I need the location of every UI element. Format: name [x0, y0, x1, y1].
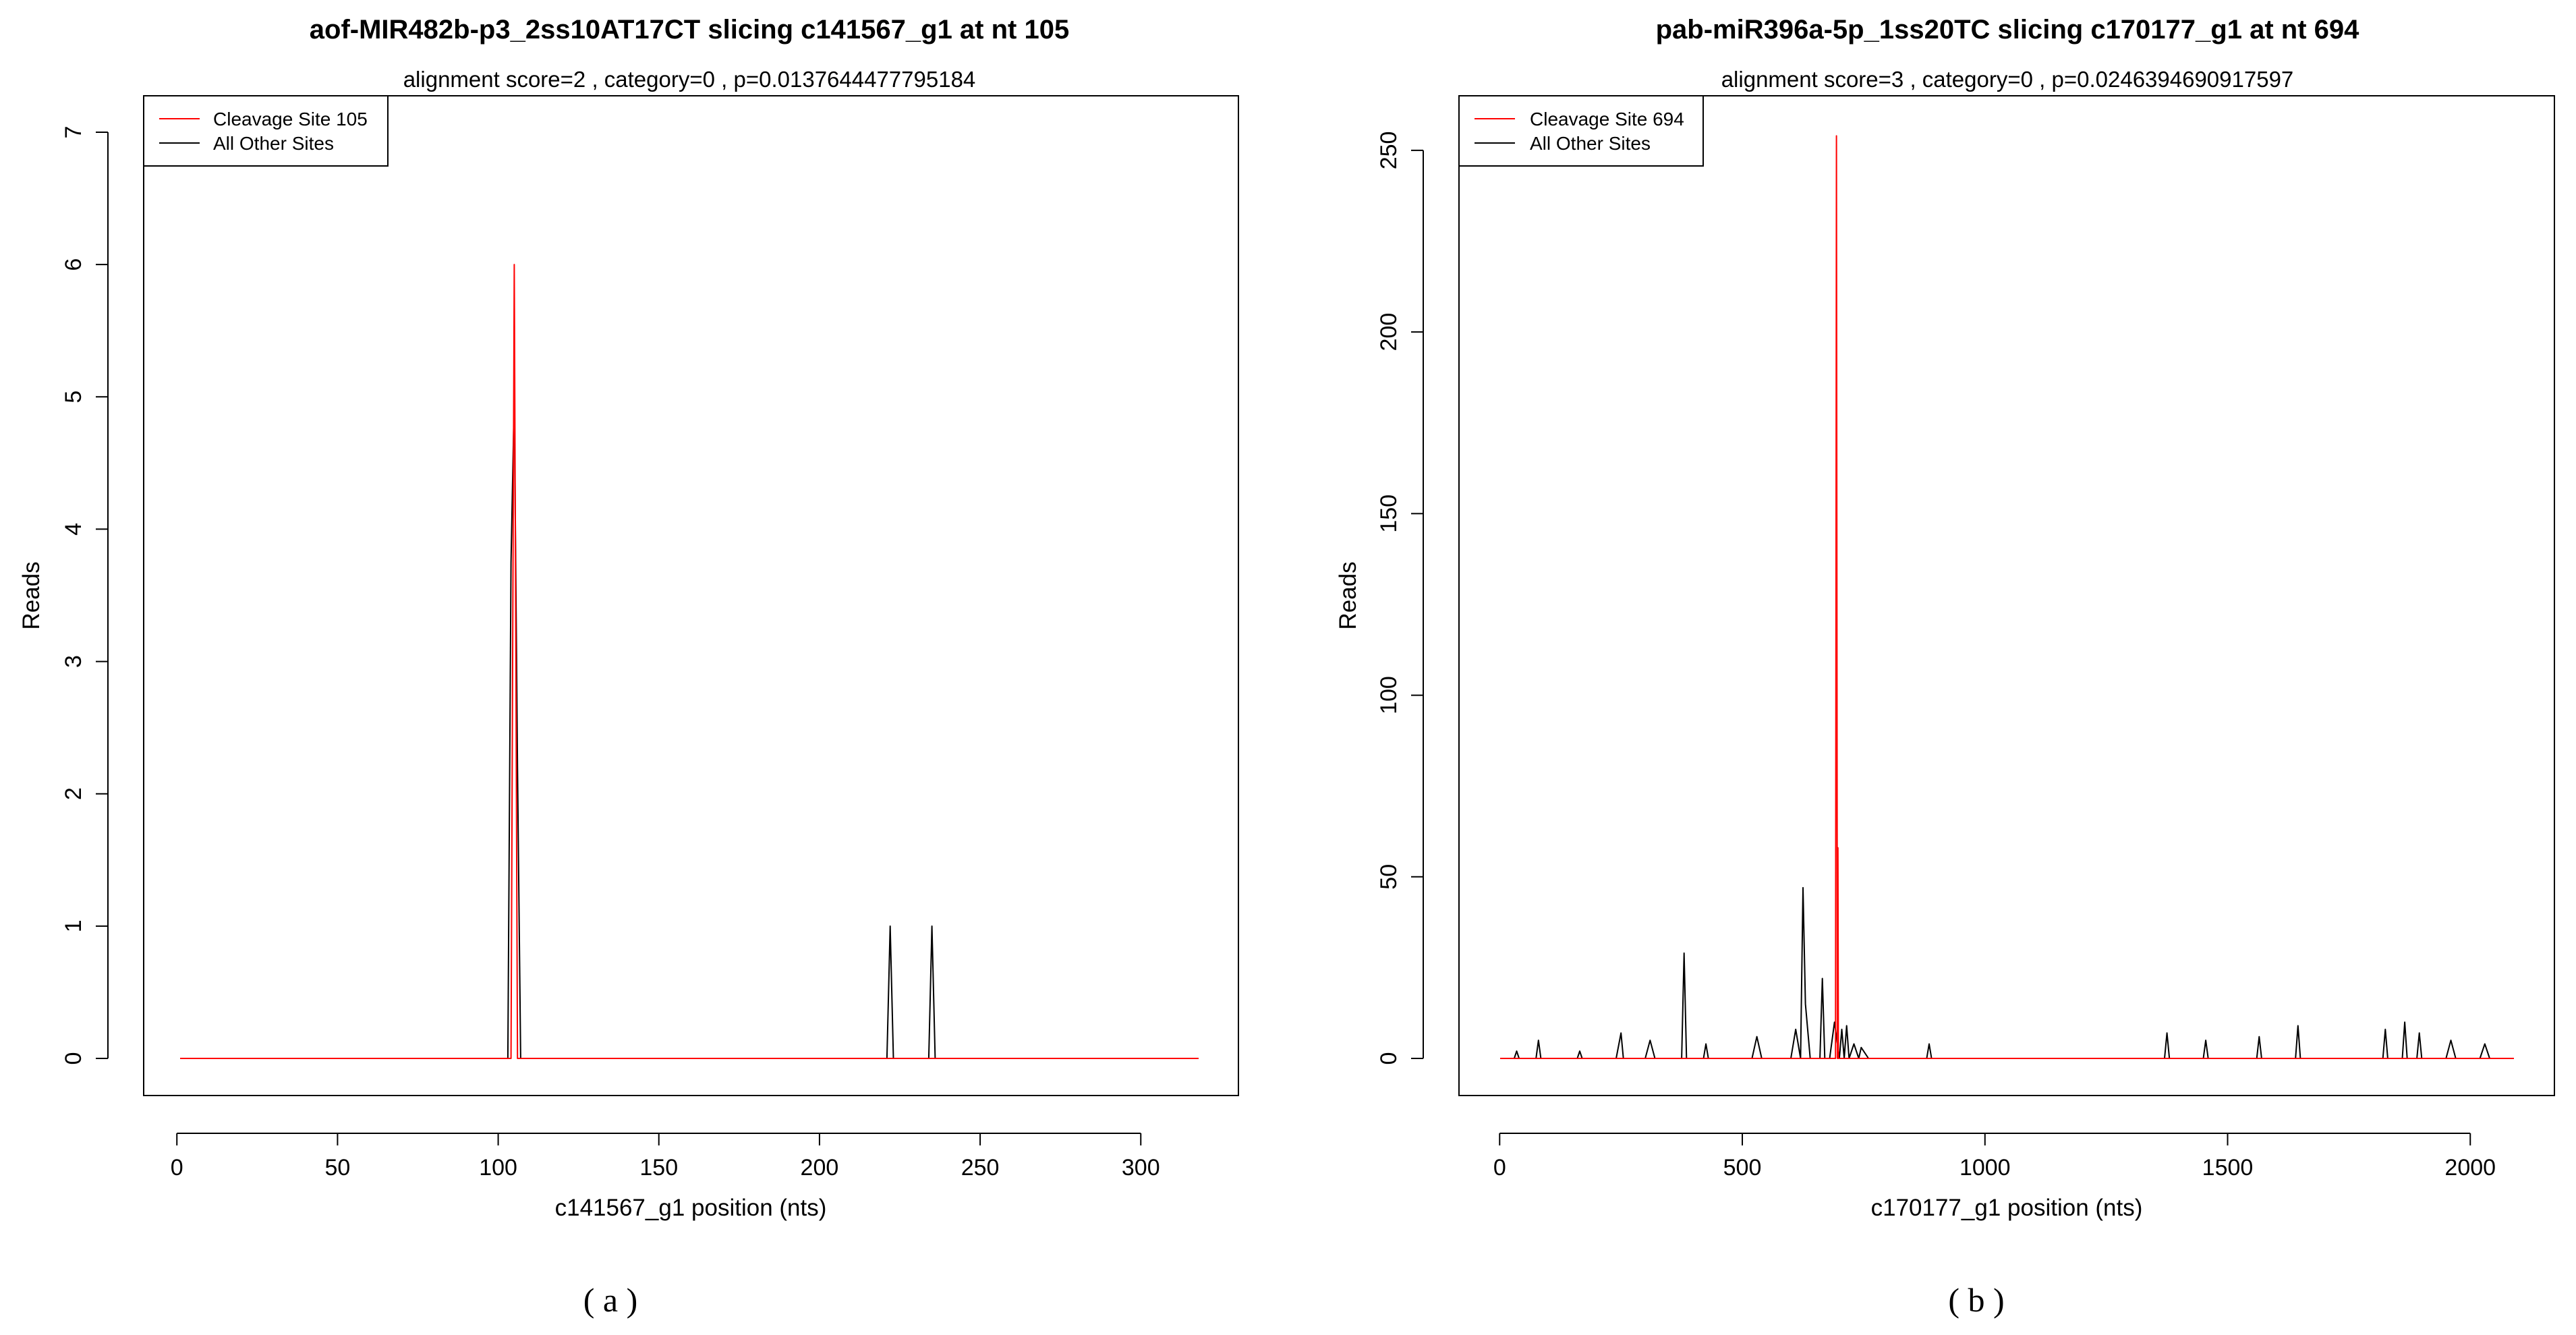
- x-tick-label: 100: [479, 1155, 517, 1181]
- x-tick-label: 1500: [2202, 1155, 2254, 1181]
- panel-b-plot-frame: [1458, 95, 2555, 1096]
- panel-a-subtitle: alignment score=2 , category=0 , p=0.013…: [403, 67, 976, 92]
- panel-b-legend-box: [1458, 95, 1704, 167]
- panel-a-legend: Cleavage Site 105 All Other Sites: [143, 95, 389, 167]
- y-tick-label: 150: [1376, 494, 1402, 533]
- panel-a-legend-label-other: All Other Sites: [213, 133, 334, 154]
- panel-b-x-label: c170177_g1 position (nts): [1871, 1195, 2143, 1221]
- x-tick-label: 0: [171, 1155, 183, 1181]
- y-tick-label: 3: [61, 655, 86, 668]
- panel-b-series-cleavage-site-694: [1500, 135, 2514, 1059]
- x-tick-label: 50: [324, 1155, 350, 1181]
- x-tick-label: 200: [801, 1155, 839, 1181]
- y-tick-label: 7: [61, 126, 86, 139]
- panel-b-legend-label-cleavage: Cleavage Site 694: [1530, 109, 1684, 130]
- panel-a-y-label: Reads: [18, 561, 45, 629]
- y-tick-label: 1: [61, 919, 86, 932]
- panel-a-series: [180, 264, 1199, 1059]
- panel-a-series-all-other-sites: [180, 396, 1199, 1059]
- x-tick-label: 500: [1723, 1155, 1762, 1181]
- panel-b-series-all-other-sites: [1500, 886, 2514, 1059]
- panel-a-series-cleavage-site-105: [180, 264, 1199, 1059]
- y-tick-label: 50: [1376, 864, 1402, 890]
- panel-b-y-label: Reads: [1335, 561, 1361, 629]
- y-tick-label: 0: [61, 1052, 86, 1065]
- panel-b: pab-miR396a-5p_1ss20TC slicing c170177_g…: [1335, 15, 2555, 1319]
- panel-a-x-axis: 0 50 100 150 200 250 300: [171, 1133, 1160, 1181]
- panel-b-caption: ( b ): [1948, 1281, 2004, 1319]
- panel-b-series: [1500, 135, 2514, 1059]
- x-tick-label: 1000: [1959, 1155, 2011, 1181]
- y-tick-label: 6: [61, 258, 86, 271]
- panel-b-subtitle: alignment score=3 , category=0 , p=0.024…: [1721, 67, 2294, 92]
- y-tick-label: 200: [1376, 313, 1402, 351]
- panel-a: aof-MIR482b-p3_2ss10AT17CT slicing c1415…: [18, 15, 1239, 1319]
- panel-a-title: aof-MIR482b-p3_2ss10AT17CT slicing c1415…: [310, 15, 1069, 45]
- x-tick-label: 150: [639, 1155, 678, 1181]
- x-tick-label: 250: [961, 1155, 1000, 1181]
- panel-a-legend-label-cleavage: Cleavage Site 105: [213, 109, 368, 130]
- panel-b-legend: Cleavage Site 694 All Other Sites: [1458, 95, 1704, 167]
- y-tick-label: 0: [1376, 1052, 1402, 1065]
- panel-b-y-axis: 0 50 100 150 200 250: [1376, 132, 1424, 1065]
- y-tick-label: 2: [61, 787, 86, 800]
- panel-b-legend-label-other: All Other Sites: [1530, 133, 1651, 154]
- y-tick-label: 250: [1376, 132, 1402, 170]
- x-tick-label: 300: [1122, 1155, 1160, 1181]
- y-tick-label: 5: [61, 391, 86, 403]
- panel-a-y-axis: 0 1 2 3 4 5 6 7: [61, 126, 109, 1065]
- panel-b-x-axis: 0 500 1000 1500 2000: [1493, 1133, 2496, 1181]
- panel-a-caption: ( a ): [583, 1281, 638, 1319]
- x-tick-label: 2000: [2444, 1155, 2496, 1181]
- panel-a-x-label: c141567_g1 position (nts): [555, 1195, 827, 1221]
- panel-b-title: pab-miR396a-5p_1ss20TC slicing c170177_g…: [1656, 15, 2360, 45]
- y-tick-label: 4: [61, 523, 86, 536]
- y-tick-label: 100: [1376, 676, 1402, 714]
- panel-a-legend-box: [143, 95, 389, 167]
- x-tick-label: 0: [1493, 1155, 1506, 1181]
- panel-a-plot-frame: [143, 95, 1239, 1096]
